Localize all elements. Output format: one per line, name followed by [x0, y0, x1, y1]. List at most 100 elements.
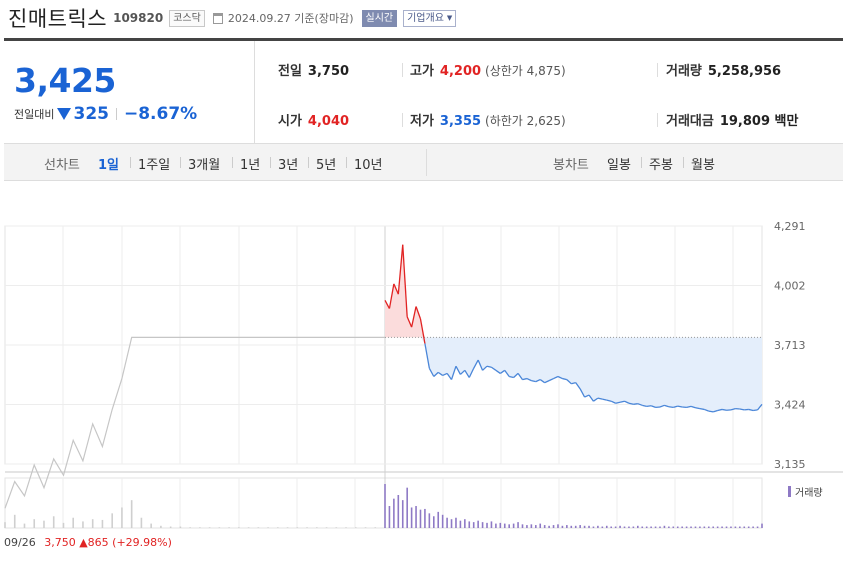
date-text: 2024.09.27 기준(장마감)	[227, 12, 354, 25]
prev-change-rate: (+29.98%)	[112, 536, 172, 549]
price-line-segment	[419, 318, 426, 344]
price-line-segment	[575, 382, 581, 390]
market-tag: 코스닥	[169, 9, 205, 27]
stat-high-value: 4,200	[439, 64, 482, 79]
prev-close: 3,750	[44, 536, 76, 549]
stat-amount-label: 거래대금	[666, 114, 714, 129]
price-line-segment	[730, 407, 736, 411]
price-line-segment	[717, 408, 723, 412]
price-line-segment	[753, 409, 758, 412]
stat-prev-value: 3,750	[307, 64, 350, 79]
price-line-segment	[464, 369, 470, 378]
price-line-segment	[699, 407, 705, 411]
tab-monthly[interactable]: 월봉	[691, 158, 715, 173]
tab-3y[interactable]: 3년	[278, 158, 299, 173]
price-line-segment	[531, 379, 536, 383]
stat-low: 저가 3,355 (하한가 2,625)	[410, 110, 566, 129]
stat-lower-limit: (하한가 2,625)	[485, 114, 566, 128]
realtime-button[interactable]: 실시간	[361, 9, 398, 27]
volume-swatch	[788, 486, 791, 497]
chart-grid	[4, 225, 843, 529]
line-chart-label: 선차트	[44, 158, 80, 173]
price-line-segment	[499, 369, 506, 374]
price-line-segment	[437, 371, 444, 377]
price-line-segment	[455, 365, 461, 375]
stat-volume: 거래량 5,258,956	[666, 60, 781, 79]
volume-frame	[4, 477, 763, 529]
current-price: 3,425	[14, 61, 116, 100]
prev-date: 09/26	[4, 536, 36, 549]
price-chart: 4,2914,0023,7133,4243,13509/2609/2710:00…	[4, 220, 843, 529]
price-line-segment	[628, 402, 634, 405]
price-line-segment	[708, 410, 714, 413]
company-overview-button[interactable]: 기업개요 ▼	[403, 9, 457, 27]
price-line-segment	[535, 378, 541, 383]
price-line-segment	[668, 406, 674, 409]
price-line-segment	[548, 377, 554, 382]
tab-1d[interactable]: 1일	[98, 158, 120, 173]
prev-day-line	[4, 336, 385, 509]
y-tick-label: 3,713	[774, 339, 806, 352]
tab-divider	[130, 157, 131, 168]
price-line-segment	[504, 369, 510, 377]
chart-lines	[4, 244, 763, 509]
tab-weekly[interactable]: 주봉	[649, 158, 673, 173]
price-line-segment	[571, 382, 576, 385]
price-line-segment	[562, 377, 567, 381]
prev-day-summary: 09/26 3,750 ▲865 (+29.98%)	[4, 536, 172, 549]
price-line-segment	[686, 405, 692, 409]
chart-ticks: 4,2914,0023,7133,4243,13509/2609/2710:00…	[774, 220, 806, 471]
stat-volume-label: 거래량	[666, 64, 702, 79]
price-line-segment	[739, 408, 745, 411]
price-line-segment	[428, 367, 435, 377]
price-box: 3,425 전일대비 325 −8.67%	[4, 41, 255, 144]
stat-open-label: 시가	[278, 114, 302, 129]
change-label: 전일대비	[14, 108, 55, 121]
price-line-segment	[615, 401, 621, 404]
price-line-segment	[677, 405, 683, 408]
price-line-segment	[673, 405, 678, 409]
price-line-segment	[482, 365, 488, 371]
gain-area	[385, 244, 762, 338]
price-line-segment	[393, 283, 399, 295]
tab-5y[interactable]: 5년	[316, 158, 337, 173]
price-line-segment	[388, 283, 395, 309]
price-line-segment	[424, 343, 430, 369]
candle-chart-label: 봉차트	[553, 158, 589, 173]
tab-3m[interactable]: 3개월	[188, 158, 221, 173]
price-line-segment	[721, 408, 727, 411]
stat-upper-limit: (상한가 4,875)	[485, 64, 566, 78]
stat-open-value: 4,040	[307, 114, 350, 129]
tab-1w[interactable]: 1주일	[138, 158, 171, 173]
price-line-segment	[544, 380, 550, 384]
price-line-segment	[588, 394, 594, 402]
price-line-segment	[704, 408, 710, 412]
price-line-segment	[624, 400, 630, 404]
price-line-segment	[397, 244, 404, 295]
tab-10y[interactable]: 10년	[354, 158, 383, 173]
tab-divider	[346, 157, 347, 168]
price-line-segment	[486, 365, 492, 368]
stat-amount: 거래대금 19,809 백만	[666, 110, 798, 129]
price-line-segment	[637, 403, 643, 406]
stat-high: 고가 4,200 (상한가 4,875)	[410, 60, 566, 79]
price-line-segment	[442, 372, 448, 377]
price-line-segment	[593, 397, 599, 402]
price-line-segment	[446, 373, 453, 380]
price-line-segment	[473, 359, 479, 369]
price-line-segment	[650, 405, 656, 408]
change-value: 325	[73, 104, 109, 124]
price-line-segment	[659, 404, 665, 408]
price-line-segment	[491, 366, 497, 371]
chart-fills	[385, 244, 762, 412]
tab-1y[interactable]: 1년	[240, 158, 261, 173]
price-line-segment	[690, 405, 696, 409]
stat-divider	[402, 113, 403, 127]
tab-daily[interactable]: 일봉	[607, 158, 631, 173]
title-row: 진매트릭스 109820 코스닥 2024.09.27 기준(장마감) 실시간 …	[8, 4, 457, 32]
price-line-segment	[606, 399, 612, 402]
chart-tab-bar: 선차트 1일 1주일 3개월 1년 3년 5년 10년 봉차트 일봉 주봉 월봉	[4, 144, 843, 181]
price-line-segment	[619, 400, 625, 403]
stat-divider	[657, 113, 658, 127]
price-line-segment	[513, 372, 519, 379]
